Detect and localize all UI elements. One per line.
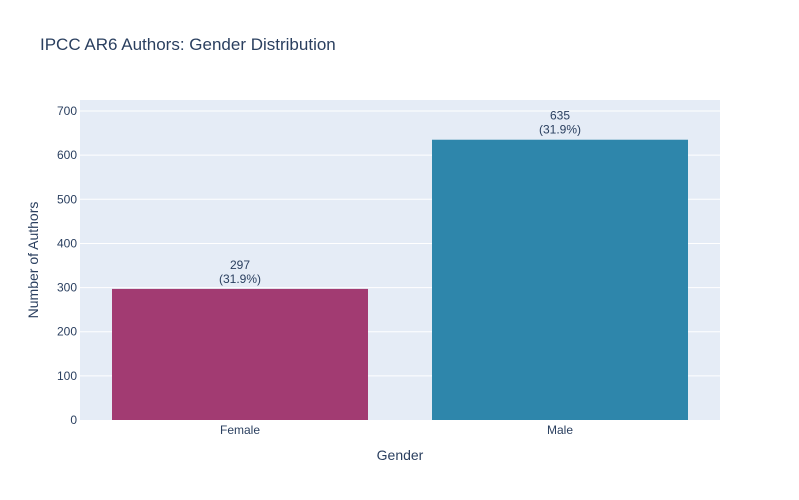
x-tick-label: Female [220,423,260,437]
chart-title: IPCC AR6 Authors: Gender Distribution [40,35,336,54]
y-axis-ticks: 0 100 200 300 400 500 600 700 [57,104,77,427]
x-axis-title: Gender [377,447,424,463]
bar-percent-label: (31.9%) [539,123,581,137]
bar-labels: 297(31.9%)635(31.9%) [219,109,581,286]
y-tick-label: 700 [57,104,77,118]
bar-male [432,139,688,421]
bar-female [112,288,368,420]
y-tick-label: 100 [57,369,77,383]
y-tick-label: 500 [57,192,77,206]
bars [112,139,688,421]
y-tick-label: 200 [57,325,77,339]
bar-value-label: 297 [230,258,250,272]
y-tick-label: 600 [57,148,77,162]
y-tick-label: 0 [70,413,77,427]
bar-percent-label: (31.9%) [219,272,261,286]
y-axis-title: Number of Authors [25,202,41,319]
x-tick-label: Male [547,423,573,437]
x-axis-ticks: Female Male [220,423,573,437]
y-tick-label: 300 [57,281,77,295]
y-tick-label: 400 [57,236,77,250]
bar-value-label: 635 [550,109,570,123]
